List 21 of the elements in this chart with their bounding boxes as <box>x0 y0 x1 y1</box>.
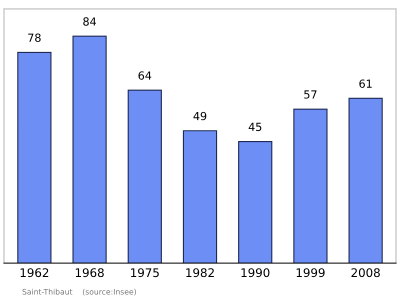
bar <box>348 98 383 264</box>
bar <box>182 130 218 264</box>
x-tick-label: 1962 <box>20 268 48 278</box>
data-label: 84 <box>83 17 96 26</box>
data-label: 57 <box>304 90 317 99</box>
x-tick-label: 2008 <box>351 268 380 278</box>
data-label: 78 <box>28 34 41 42</box>
data-label: 61 <box>359 79 372 88</box>
bar <box>238 141 272 264</box>
bar <box>17 52 52 264</box>
data-label: 64 <box>138 71 152 80</box>
data-label: 45 <box>248 122 262 132</box>
bar <box>293 108 328 264</box>
x-tick-label: 1975 <box>131 268 159 278</box>
x-tick-label: 1990 <box>241 268 270 278</box>
x-tick-label: 1999 <box>296 268 325 278</box>
bar <box>128 90 162 264</box>
data-label: 49 <box>193 112 206 120</box>
bar <box>72 36 107 264</box>
x-tick-label: 1982 <box>186 268 214 278</box>
x-tick-label: 1968 <box>76 268 104 278</box>
